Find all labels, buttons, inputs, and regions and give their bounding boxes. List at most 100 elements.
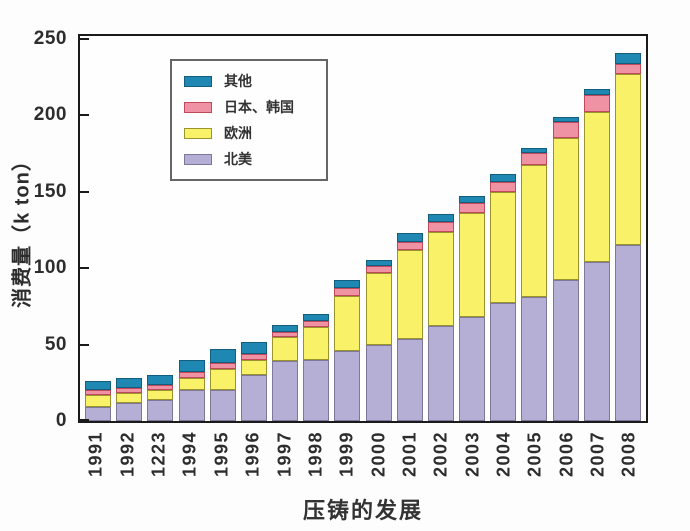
segment-others-1998 — [303, 314, 330, 321]
segment-others-2007 — [583, 88, 610, 95]
segment-others-1995 — [209, 349, 236, 363]
bar-1997 — [272, 324, 299, 421]
segment-japan-korea-1996 — [240, 353, 267, 360]
segment-others-2005 — [521, 148, 548, 153]
legend-label-europe: 欧洲 — [224, 125, 252, 141]
bar-2001 — [396, 233, 423, 421]
x-tick-label-1998: 1998 — [303, 429, 329, 501]
x-tick-label-1991: 1991 — [83, 429, 109, 501]
x-tick-label-1992: 1992 — [115, 429, 141, 501]
bars-container — [80, 36, 646, 421]
x-tick-label-text: 1991 — [85, 431, 106, 478]
segment-europe-2005 — [521, 165, 548, 298]
segment-europe-2000 — [365, 272, 392, 345]
x-tick-label-2000: 2000 — [366, 429, 392, 501]
segment-japan-korea-2001 — [396, 242, 423, 250]
segment-north-america-1995 — [209, 390, 236, 421]
y-tick-label-150: 150 — [33, 180, 67, 202]
segment-north-america-2003 — [459, 317, 486, 421]
segment-europe-1998 — [303, 327, 330, 360]
segment-others-1223 — [147, 375, 174, 386]
x-tick-label-text: 1994 — [179, 431, 200, 478]
legend-swatch-japan-korea — [184, 101, 212, 113]
segment-europe-1997 — [272, 336, 299, 362]
x-tick-label-2001: 2001 — [397, 429, 423, 501]
legend-label-others: 其他 — [224, 73, 252, 89]
x-tick-label-text: 1997 — [274, 431, 295, 478]
segment-japan-korea-2002 — [427, 221, 454, 232]
bar-2007 — [583, 88, 610, 421]
segment-europe-1996 — [240, 359, 267, 376]
segment-north-america-2004 — [490, 303, 517, 421]
segment-others-2002 — [427, 214, 454, 222]
legend-item-japan-korea: 日本、韩国 — [184, 97, 314, 117]
x-axis-tick-labels: 1991 1992 1223 1994 1995 1996 1997 1998 1999 2000… — [78, 429, 648, 501]
x-tick-label-text: 1996 — [242, 431, 263, 478]
x-tick-label-1994: 1994 — [177, 429, 203, 501]
segment-japan-korea-1994 — [178, 372, 205, 379]
segment-japan-korea-1998 — [303, 320, 330, 328]
x-tick-label-text: 2006 — [556, 431, 577, 478]
bar-2005 — [521, 148, 548, 421]
y-tick-label-250: 250 — [33, 28, 67, 50]
segment-europe-2004 — [490, 191, 517, 304]
x-tick-label-text: 1223 — [148, 431, 169, 478]
bar-1995 — [209, 349, 236, 421]
segment-japan-korea-1999 — [334, 288, 361, 296]
plot-area: 其他日本、韩国欧洲北美 — [78, 34, 648, 423]
segment-europe-2007 — [583, 112, 610, 263]
segment-others-1992 — [116, 378, 143, 389]
segment-others-2000 — [365, 259, 392, 266]
legend-swatch-others — [184, 75, 212, 87]
segment-others-2006 — [552, 117, 579, 123]
segment-europe-1995 — [209, 369, 236, 391]
segment-europe-1999 — [334, 295, 361, 351]
segment-north-america-1992 — [116, 402, 143, 421]
segment-europe-2006 — [552, 138, 579, 281]
legend: 其他日本、韩国欧洲北美 — [170, 59, 328, 181]
segment-japan-korea-2007 — [583, 94, 610, 113]
segment-europe-2002 — [427, 231, 454, 327]
segment-europe-2001 — [396, 249, 423, 339]
segment-japan-korea-1995 — [209, 362, 236, 370]
y-axis-tick-labels: 0 50 100 150 200 250 — [0, 28, 78, 431]
bar-2008 — [614, 52, 641, 421]
legend-swatch-europe — [184, 127, 212, 139]
segment-europe-1992 — [116, 392, 143, 403]
segment-north-america-2006 — [552, 280, 579, 421]
x-tick-label-text: 2004 — [493, 431, 514, 478]
legend-item-europe: 欧洲 — [184, 123, 314, 143]
segment-north-america-1994 — [178, 390, 205, 421]
segment-north-america-2001 — [396, 338, 423, 421]
segment-japan-korea-2005 — [521, 152, 548, 166]
segment-others-2004 — [490, 174, 517, 182]
y-tick-label-200: 200 — [33, 104, 67, 126]
bar-2004 — [490, 174, 517, 421]
x-tick-label-text: 1998 — [305, 431, 326, 478]
segment-japan-korea-2000 — [365, 265, 392, 273]
segment-europe-2003 — [459, 213, 486, 318]
segment-north-america-2000 — [365, 344, 392, 421]
segment-others-1999 — [334, 279, 361, 289]
segment-north-america-2008 — [614, 245, 641, 421]
x-tick-label-text: 1999 — [336, 431, 357, 478]
bar-1991 — [85, 380, 112, 421]
segment-europe-1991 — [85, 395, 112, 407]
segment-japan-korea-1991 — [85, 390, 112, 396]
segment-north-america-2007 — [583, 262, 610, 421]
segment-others-2003 — [459, 195, 486, 204]
legend-item-others: 其他 — [184, 71, 314, 91]
legend-swatch-north-america — [184, 153, 212, 165]
legend-item-north-america: 北美 — [184, 149, 314, 169]
x-tick-label-2008: 2008 — [616, 429, 642, 501]
segment-north-america-1996 — [240, 375, 267, 421]
x-tick-label-1999: 1999 — [334, 429, 360, 501]
x-tick-label-text: 2002 — [430, 431, 451, 478]
y-tick-label-50: 50 — [44, 333, 67, 355]
segment-europe-2008 — [614, 74, 641, 246]
segment-others-2001 — [396, 233, 423, 243]
segment-others-2008 — [614, 52, 641, 64]
x-tick-label-text: 1992 — [117, 431, 138, 478]
x-tick-label-text: 2008 — [618, 431, 639, 478]
segment-others-1996 — [240, 341, 267, 354]
